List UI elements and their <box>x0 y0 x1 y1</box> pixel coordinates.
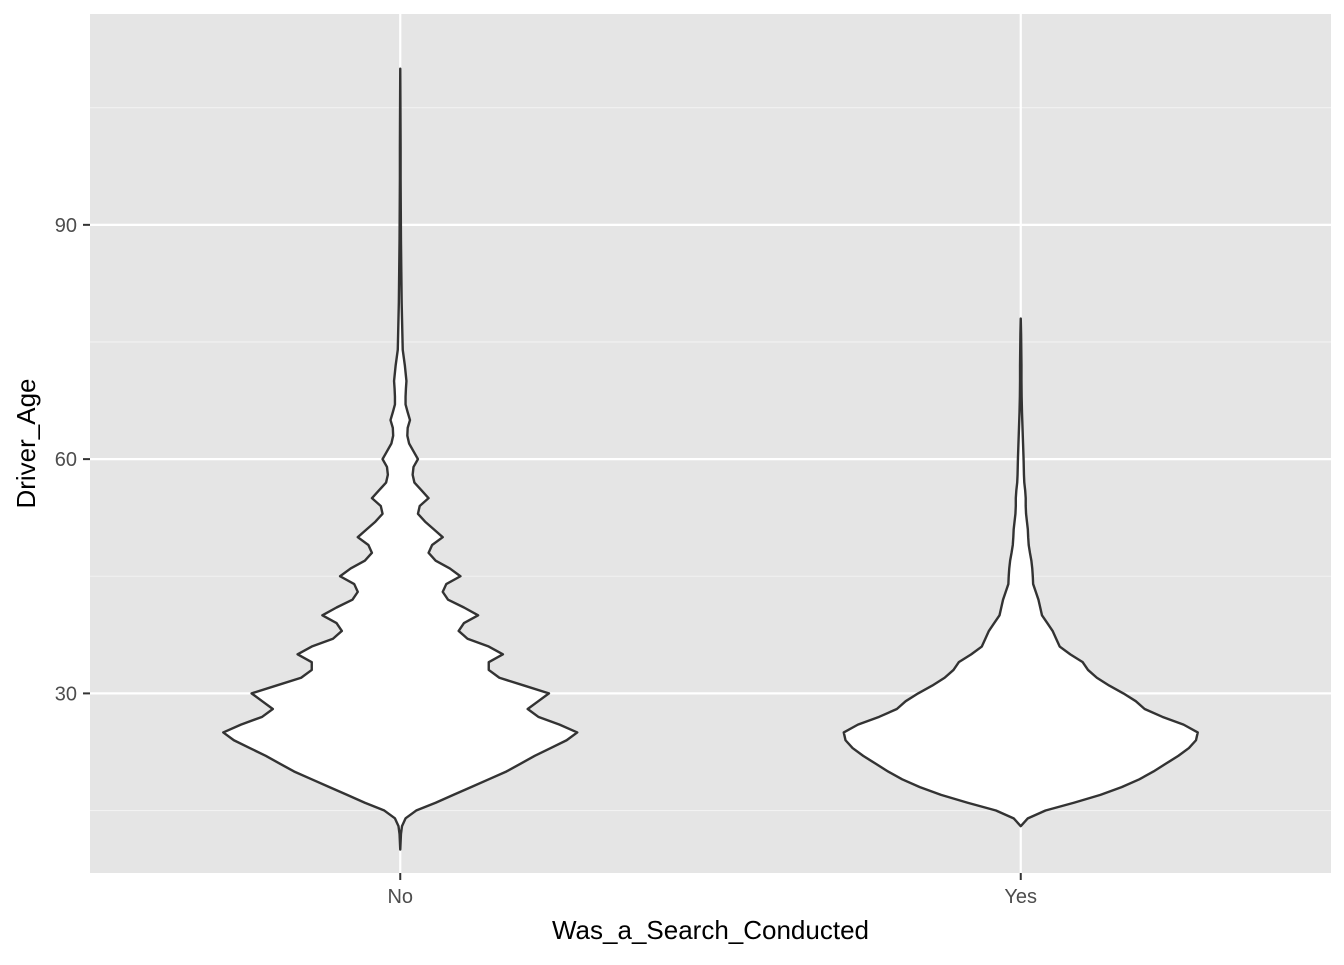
violin-layer <box>222 67 1199 851</box>
y-tick-label: 30 <box>55 683 77 705</box>
violin-yes <box>842 317 1199 828</box>
axis-layer: 30 60 90 No Yes <box>55 215 1037 908</box>
x-axis-title: Was_a_Search_Conducted <box>552 915 869 945</box>
y-tick-label: 90 <box>55 215 77 237</box>
x-tick-label: No <box>387 886 413 908</box>
violin-no <box>222 67 579 851</box>
x-tick-label: Yes <box>1004 886 1037 908</box>
y-axis-title: Driver_Age <box>11 378 41 508</box>
y-tick-label: 60 <box>55 449 77 471</box>
